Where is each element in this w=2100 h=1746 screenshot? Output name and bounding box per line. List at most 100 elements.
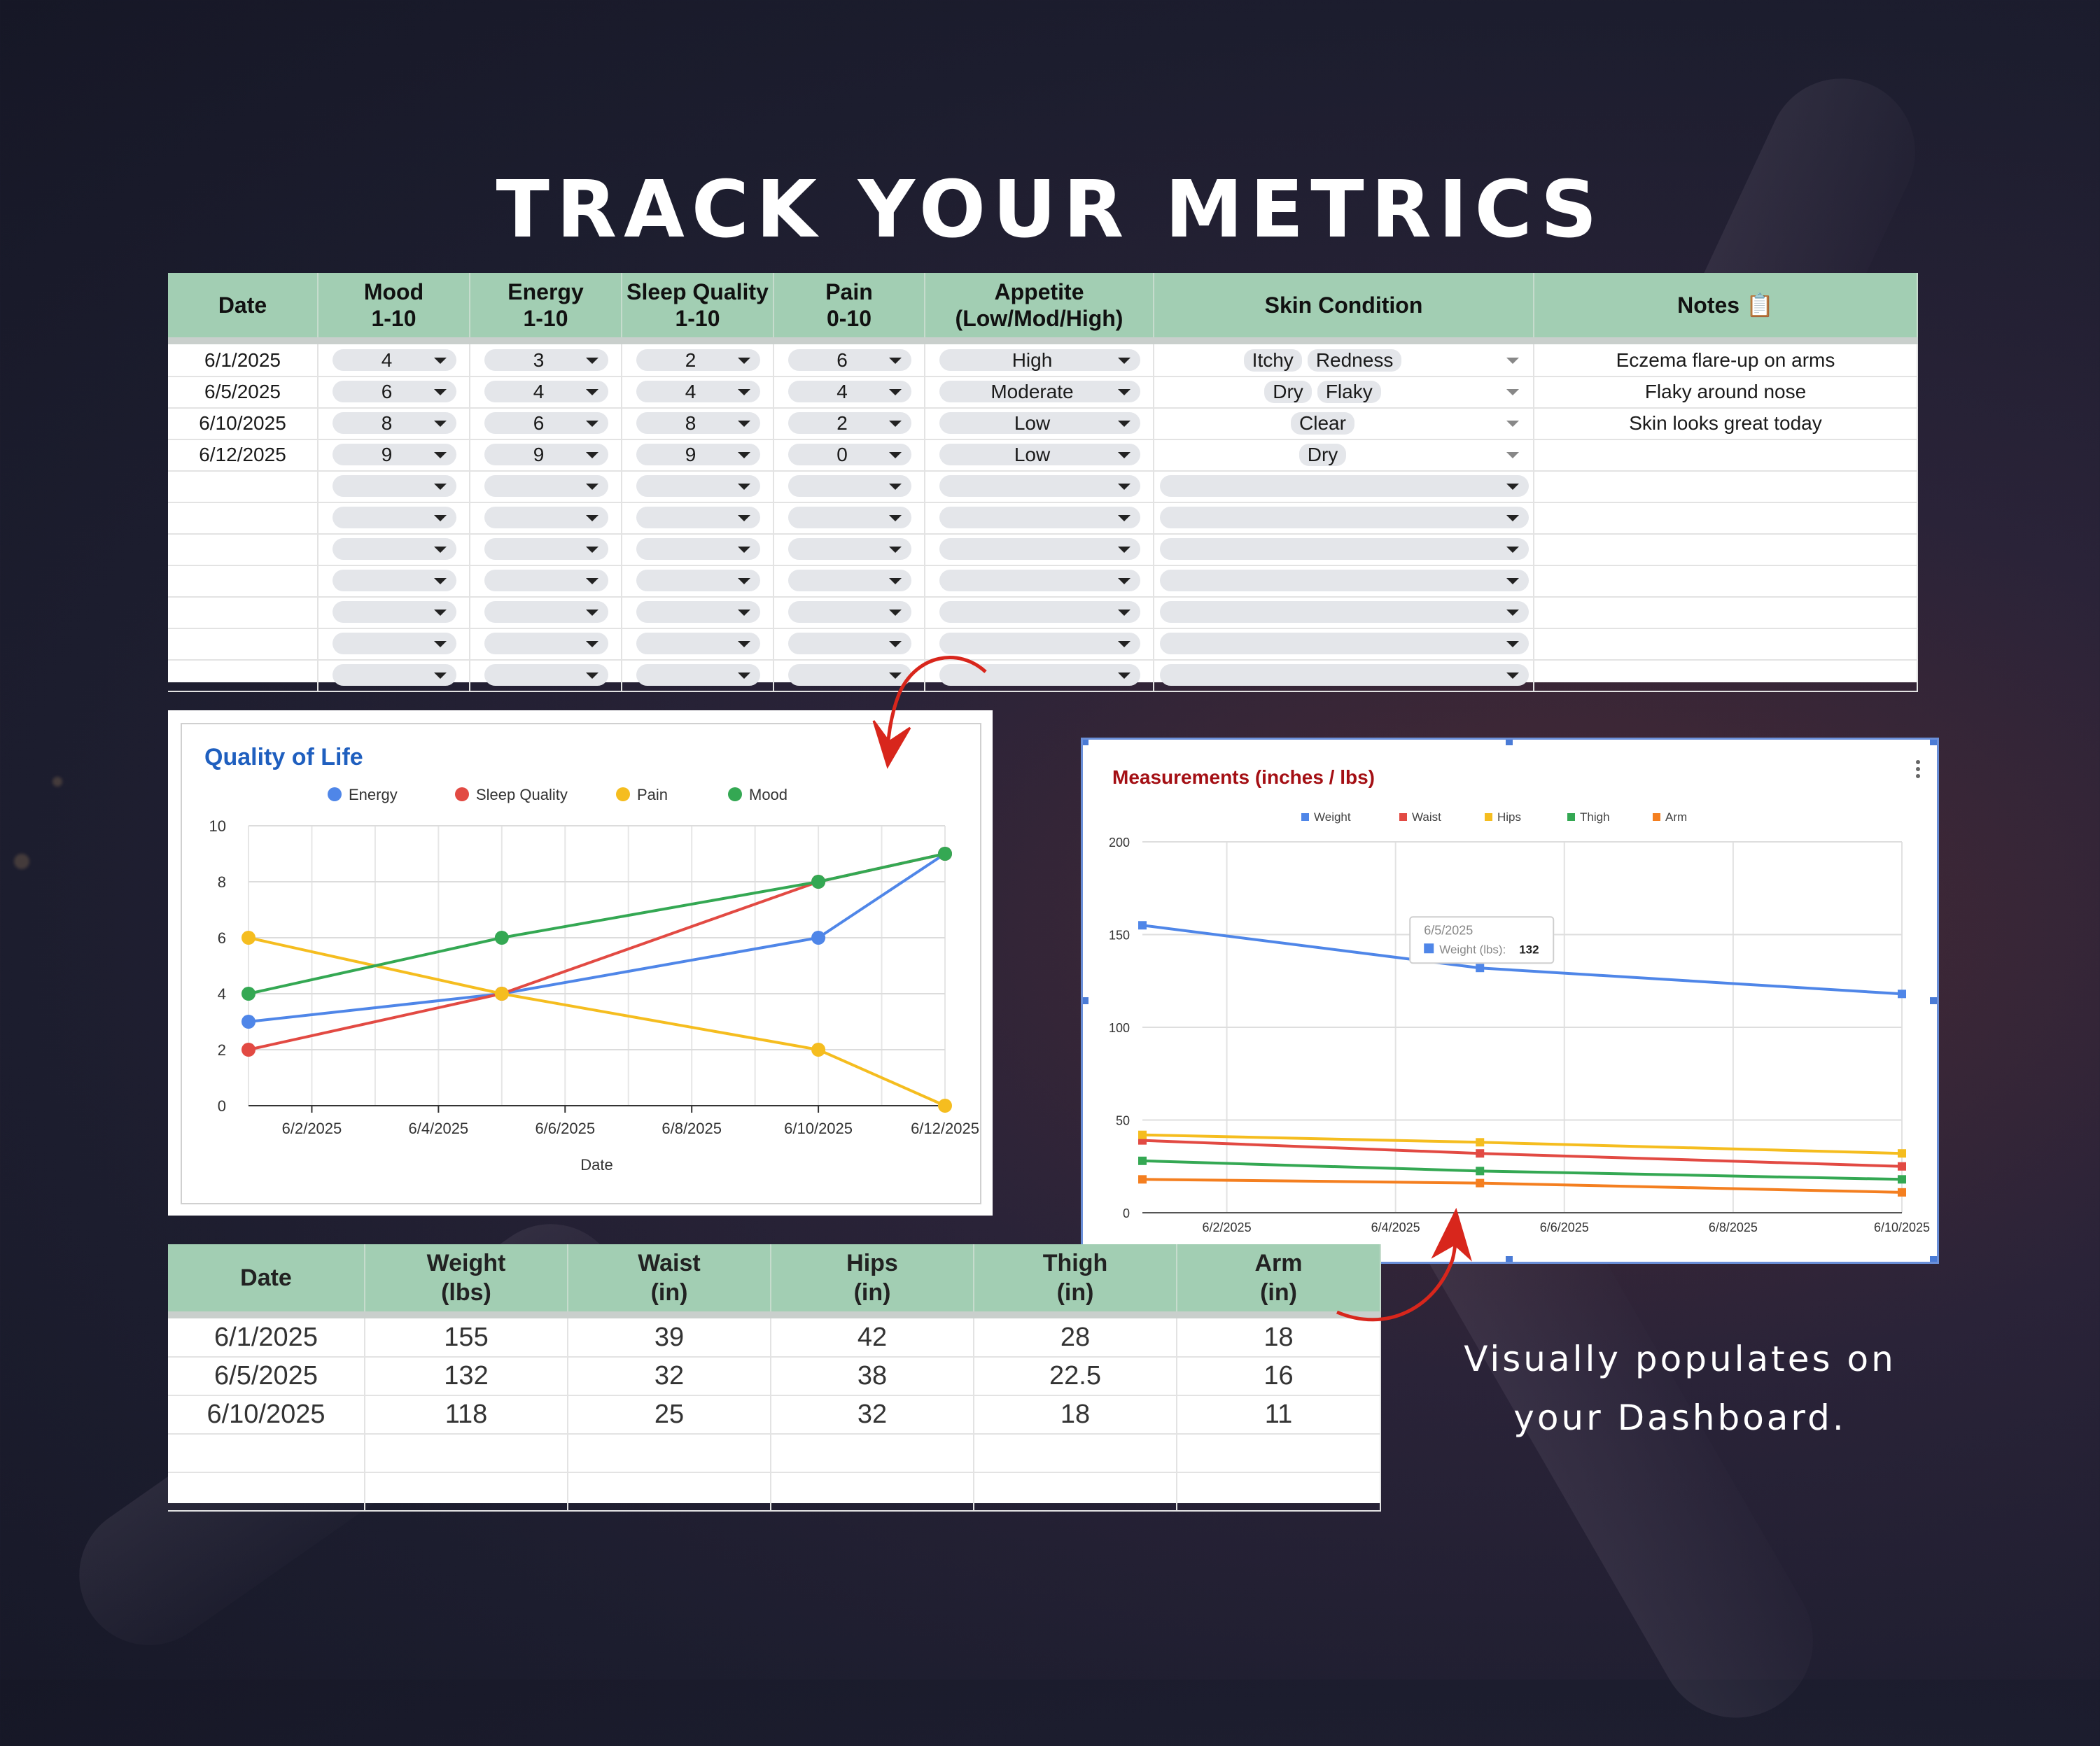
- legend-label[interactable]: Mood: [749, 786, 788, 803]
- energy-dropdown[interactable]: 3: [484, 349, 608, 371]
- pain-dropdown[interactable]: 2: [788, 412, 911, 434]
- measurements-chart[interactable]: Measurements (inches / lbs) 0 50 100 150 200 6…: [1082, 738, 1937, 1263]
- mood-dropdown[interactable]: [332, 475, 456, 497]
- cell-sleep[interactable]: 2: [622, 344, 774, 376]
- cell-date[interactable]: 6/1/2025: [168, 1318, 365, 1356]
- skin-dropdown[interactable]: [1160, 475, 1529, 497]
- cell-date[interactable]: 6/1/2025: [168, 344, 318, 376]
- cell-notes[interactable]: Skin looks great today: [1534, 407, 1918, 439]
- mood-dropdown[interactable]: [332, 570, 456, 591]
- cell-hips[interactable]: 42: [771, 1318, 974, 1356]
- dropdown-arrow-icon[interactable]: [1506, 389, 1519, 395]
- cell-mood[interactable]: [318, 596, 470, 628]
- data-point[interactable]: [1476, 1138, 1485, 1147]
- cell-date[interactable]: 6/10/2025: [168, 1395, 365, 1433]
- cell-energy[interactable]: [470, 659, 622, 691]
- cell-date[interactable]: [168, 659, 318, 691]
- data-point[interactable]: [1476, 1167, 1485, 1176]
- mood-dropdown[interactable]: [332, 601, 456, 623]
- legend-label[interactable]: Pain: [637, 786, 668, 803]
- sleep-dropdown[interactable]: [636, 475, 760, 497]
- appetite-dropdown[interactable]: [939, 507, 1140, 528]
- cell-pain[interactable]: 4: [774, 376, 925, 407]
- cell-sleep[interactable]: [622, 470, 774, 502]
- cell-sleep[interactable]: [622, 565, 774, 596]
- more-options-icon[interactable]: [1916, 760, 1920, 764]
- data-point[interactable]: [1898, 1149, 1906, 1158]
- pain-dropdown[interactable]: [788, 570, 911, 591]
- mood-dropdown[interactable]: [332, 633, 456, 654]
- cell-date[interactable]: 6/5/2025: [168, 1357, 365, 1395]
- energy-dropdown[interactable]: [484, 475, 608, 497]
- cell-skin[interactable]: [1154, 502, 1534, 533]
- legend-label[interactable]: Weight: [1314, 810, 1351, 824]
- cell-pain[interactable]: 6: [774, 344, 925, 376]
- column-header-weight[interactable]: Weight (lbs): [365, 1244, 568, 1311]
- cell-arm[interactable]: [1177, 1434, 1381, 1472]
- column-header-arm[interactable]: Arm (in): [1177, 1244, 1381, 1311]
- legend-label[interactable]: Thigh: [1580, 810, 1610, 824]
- appetite-dropdown[interactable]: Low: [939, 444, 1140, 465]
- energy-dropdown[interactable]: 6: [484, 412, 608, 434]
- data-point[interactable]: [241, 1015, 255, 1029]
- cell-date[interactable]: [168, 596, 318, 628]
- mood-dropdown[interactable]: [332, 507, 456, 528]
- data-point[interactable]: [1476, 1149, 1485, 1158]
- pain-dropdown[interactable]: 6: [788, 349, 911, 371]
- cell-notes[interactable]: [1534, 502, 1918, 533]
- cell-weight[interactable]: [365, 1472, 568, 1510]
- cell-energy[interactable]: [470, 502, 622, 533]
- cell-weight[interactable]: [365, 1434, 568, 1472]
- cell-date[interactable]: [168, 1472, 365, 1510]
- pain-dropdown[interactable]: [788, 538, 911, 560]
- cell-arm[interactable]: [1177, 1472, 1381, 1510]
- dropdown-arrow-icon[interactable]: [1506, 358, 1519, 364]
- skin-dropdown[interactable]: [1160, 538, 1529, 560]
- data-point[interactable]: [811, 1043, 826, 1057]
- cell-arm[interactable]: 16: [1177, 1357, 1381, 1395]
- cell-skin[interactable]: [1154, 659, 1534, 691]
- cell-skin[interactable]: Dry: [1154, 439, 1534, 470]
- cell-waist[interactable]: [568, 1434, 771, 1472]
- column-header-notes[interactable]: Notes 📋: [1534, 273, 1918, 337]
- cell-pain[interactable]: [774, 502, 925, 533]
- column-header-mood[interactable]: Mood 1-10: [318, 273, 470, 337]
- column-header-skin[interactable]: Skin Condition: [1154, 273, 1534, 337]
- skin-tag[interactable]: Dry: [1264, 380, 1312, 403]
- resize-handle[interactable]: [1082, 738, 1088, 745]
- cell-energy[interactable]: 4: [470, 376, 622, 407]
- cell-notes[interactable]: Flaky around nose: [1534, 376, 1918, 407]
- cell-appetite[interactable]: Moderate: [925, 376, 1154, 407]
- cell-energy[interactable]: [470, 596, 622, 628]
- legend-label[interactable]: Arm: [1665, 810, 1687, 824]
- cell-thigh[interactable]: [974, 1434, 1177, 1472]
- sleep-dropdown[interactable]: [636, 538, 760, 560]
- cell-appetite[interactable]: High: [925, 344, 1154, 376]
- data-point[interactable]: [1898, 1162, 1906, 1171]
- legend-label[interactable]: Energy: [349, 786, 398, 803]
- cell-hips[interactable]: [771, 1434, 974, 1472]
- mood-dropdown[interactable]: 6: [332, 381, 456, 402]
- cell-sleep[interactable]: 9: [622, 439, 774, 470]
- column-header-thigh[interactable]: Thigh (in): [974, 1244, 1177, 1311]
- data-point[interactable]: [811, 931, 826, 945]
- pain-dropdown[interactable]: [788, 601, 911, 623]
- energy-dropdown[interactable]: 4: [484, 381, 608, 402]
- cell-mood[interactable]: [318, 565, 470, 596]
- data-point[interactable]: [1898, 1175, 1906, 1184]
- cell-date[interactable]: 6/10/2025: [168, 407, 318, 439]
- sleep-dropdown[interactable]: [636, 601, 760, 623]
- skin-tag[interactable]: Dry: [1298, 443, 1347, 466]
- data-point[interactable]: [938, 847, 952, 861]
- cell-skin[interactable]: Itchy Redness: [1154, 344, 1534, 376]
- more-options-icon[interactable]: [1916, 774, 1920, 778]
- pain-dropdown[interactable]: 4: [788, 381, 911, 402]
- sleep-dropdown[interactable]: [636, 633, 760, 654]
- data-point[interactable]: [494, 931, 509, 945]
- sleep-dropdown[interactable]: [636, 570, 760, 591]
- data-point[interactable]: [1138, 1156, 1147, 1165]
- data-point[interactable]: [938, 1099, 952, 1113]
- cell-skin[interactable]: [1154, 565, 1534, 596]
- cell-date[interactable]: 6/12/2025: [168, 439, 318, 470]
- cell-sleep[interactable]: [622, 628, 774, 659]
